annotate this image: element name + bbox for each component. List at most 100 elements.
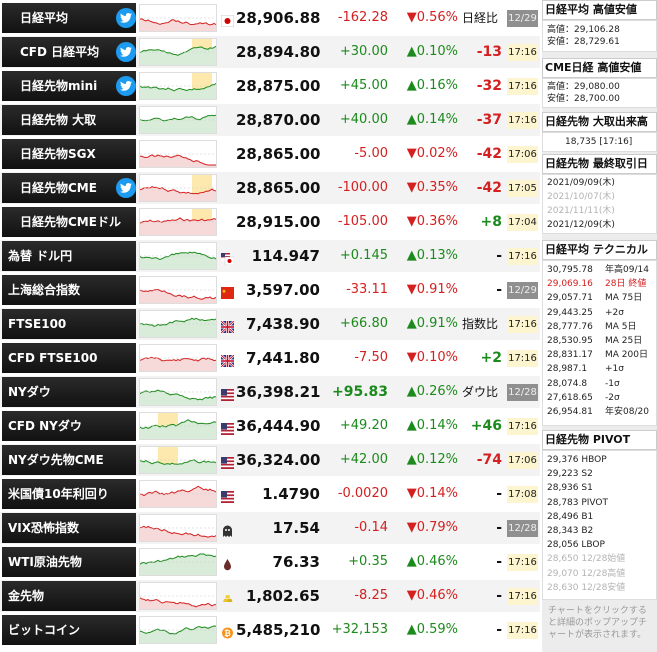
percent-change: ▲0.14% bbox=[406, 112, 458, 127]
instrument-name-button[interactable]: 日経先物CMEドル bbox=[2, 207, 136, 237]
mini-chart[interactable] bbox=[139, 480, 217, 508]
instrument-name-button[interactable]: CFD 日経平均 bbox=[2, 37, 136, 67]
twitter-icon[interactable] bbox=[116, 178, 136, 198]
mini-chart[interactable] bbox=[139, 412, 217, 440]
sparkline bbox=[140, 459, 216, 473]
nikkei-high: 高値：29,106.28 bbox=[547, 25, 620, 35]
sparkline bbox=[140, 83, 216, 99]
instrument-name-label: 日経先物CMEドル bbox=[20, 215, 121, 229]
twitter-icon[interactable] bbox=[116, 42, 136, 62]
mini-chart[interactable] bbox=[139, 38, 217, 66]
svg-text:₿: ₿ bbox=[224, 629, 231, 638]
instrument-name-label: 日経平均 bbox=[20, 11, 69, 25]
oil-flag-icon bbox=[221, 556, 234, 571]
mini-chart[interactable] bbox=[139, 208, 217, 236]
percent-change: ▼0.46% bbox=[406, 588, 458, 603]
price-value: 7,438.90 bbox=[245, 315, 320, 333]
chart-hint-note: チャートをクリックすると詳細のポップアップチャートが表示されます。 bbox=[548, 606, 648, 640]
pivot-value: 28,343 B2 bbox=[547, 526, 594, 536]
btc-flag-icon: ₿ bbox=[221, 624, 234, 639]
percent-change: ▼0.10% bbox=[406, 350, 458, 365]
change-value: +95.83 bbox=[331, 384, 388, 400]
instrument-name-button[interactable]: 日経先物 大取 bbox=[2, 105, 136, 135]
instrument-name-button[interactable]: NYダウ bbox=[2, 377, 136, 407]
mini-chart[interactable] bbox=[139, 378, 217, 406]
pivot-value: 28,496 B1 bbox=[547, 511, 594, 522]
instrument-name-button[interactable]: 日経先物CME bbox=[2, 173, 136, 203]
change-value: +30.00 bbox=[339, 44, 388, 59]
mini-chart[interactable] bbox=[139, 344, 217, 372]
instrument-name-button[interactable]: 日経先物SGX bbox=[2, 139, 136, 169]
mini-chart[interactable] bbox=[139, 140, 217, 168]
technical-value: 27,618.65 bbox=[547, 392, 593, 403]
mini-chart[interactable] bbox=[139, 72, 217, 100]
instrument-name-button[interactable]: CFD FTSE100 bbox=[2, 343, 136, 373]
instrument-name-button[interactable]: 金先物 bbox=[2, 581, 136, 611]
instrument-name-button[interactable]: FTSE100 bbox=[2, 309, 136, 339]
mini-chart[interactable] bbox=[139, 514, 217, 542]
technical-value: 28,074.8 bbox=[547, 378, 588, 389]
change-value: +42.00 bbox=[339, 452, 388, 467]
instrument-name-button[interactable]: VIX恐怖指数 bbox=[2, 513, 136, 543]
instrument-name-button[interactable]: CFD NYダウ bbox=[2, 411, 136, 441]
technical-value: 28,987.1 bbox=[547, 364, 588, 375]
price-value: 36,324.00 bbox=[236, 451, 321, 469]
update-time-badge: 17:16 bbox=[507, 44, 538, 61]
mini-chart[interactable] bbox=[139, 4, 217, 32]
instrument-name-button[interactable]: WTI原油先物 bbox=[2, 547, 136, 577]
percent-change: ▼0.79% bbox=[406, 520, 458, 535]
change-value: -105.00 bbox=[337, 214, 388, 229]
mini-chart[interactable] bbox=[139, 242, 217, 270]
instrument-name-button[interactable]: 米国債10年利回り bbox=[2, 479, 136, 509]
change-value: -5.00 bbox=[354, 146, 388, 161]
osaka-volume-value: 18,735 [17:16] bbox=[565, 137, 633, 147]
change-value: +49.20 bbox=[339, 418, 388, 433]
instrument-name-button[interactable]: ビットコイン bbox=[2, 615, 136, 645]
pivot-value: 29,070 12/28高値 bbox=[547, 568, 626, 579]
nikkei-diff: - bbox=[496, 282, 502, 298]
pivot-value: 29,376 HBOP bbox=[547, 455, 607, 465]
twitter-icon[interactable] bbox=[116, 76, 136, 96]
update-time-badge: 17:16 bbox=[507, 418, 538, 435]
technical-label: +1σ bbox=[605, 364, 624, 375]
us-flag-icon bbox=[221, 454, 234, 469]
instrument-name-button[interactable]: NYダウ先物CME bbox=[2, 445, 136, 475]
nikkei-low: 安値：28,729.61 bbox=[547, 37, 620, 47]
quote-row: WTI原油先物 76.33 +0.35 ▲0.46% -17:16 bbox=[0, 546, 540, 578]
mini-chart[interactable] bbox=[139, 616, 217, 644]
percent-change: ▼0.91% bbox=[406, 282, 458, 297]
mini-chart[interactable] bbox=[139, 276, 217, 304]
sparkline bbox=[140, 17, 216, 31]
mini-chart[interactable] bbox=[139, 446, 217, 474]
sparkline bbox=[140, 595, 216, 609]
mini-chart[interactable] bbox=[139, 106, 217, 134]
technical-label: 28日 終値 bbox=[605, 279, 647, 290]
pivot-box: 29,376 HBOP 29,223 S2 28,936 S1 28,783 PIVO… bbox=[542, 450, 657, 600]
instrument-name-label: FTSE100 bbox=[8, 317, 67, 331]
update-time-badge: 17:16 bbox=[507, 78, 538, 95]
twitter-icon[interactable] bbox=[116, 8, 136, 28]
mini-chart[interactable] bbox=[139, 310, 217, 338]
last-trade-date: 2021/10/07(木) bbox=[547, 192, 615, 202]
price-value: 5,485,210 bbox=[236, 621, 321, 639]
nikkei-diff: - bbox=[496, 520, 502, 536]
technical-label: 年安08/20 bbox=[605, 407, 649, 417]
instrument-name-label: VIX恐怖指数 bbox=[8, 521, 80, 535]
update-time-badge: 12/28 bbox=[507, 384, 538, 401]
mini-chart[interactable] bbox=[139, 174, 217, 202]
nikkei-diff: -32 bbox=[476, 78, 502, 94]
mini-chart[interactable] bbox=[139, 582, 217, 610]
instrument-name-button[interactable]: 上海総合指数 bbox=[2, 275, 136, 305]
pivot-value: 28,056 LBOP bbox=[547, 540, 605, 551]
instrument-name-label: 日経先物mini bbox=[20, 79, 98, 93]
percent-change: ▲0.10% bbox=[406, 44, 458, 59]
percent-change: ▲0.13% bbox=[406, 248, 458, 263]
mini-chart[interactable] bbox=[139, 548, 217, 576]
instrument-name-button[interactable]: 為替 ドル円 bbox=[2, 241, 136, 271]
instrument-name-button[interactable]: 日経平均 bbox=[2, 3, 136, 33]
sparkline bbox=[140, 288, 216, 303]
nikkei-diff: +8 bbox=[480, 214, 502, 230]
technical-box: 30,795.78 年高09/14 29,069.16 28日 終値 29,057.71… bbox=[542, 260, 657, 426]
technical-title: 日経平均 テクニカル bbox=[542, 240, 657, 260]
instrument-name-button[interactable]: 日経先物mini bbox=[2, 71, 136, 101]
